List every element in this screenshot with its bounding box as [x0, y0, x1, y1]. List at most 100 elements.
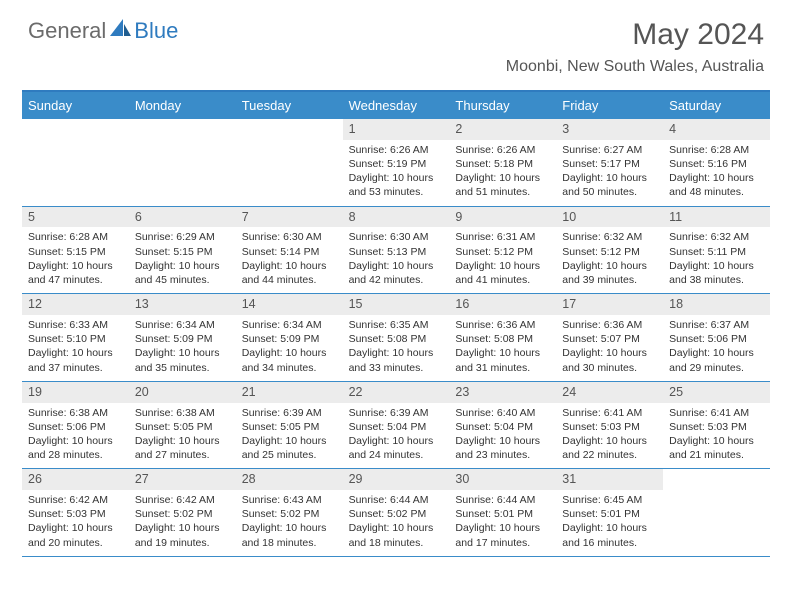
- sunset-line: Sunset: 5:19 PM: [349, 157, 444, 171]
- day-number: 14: [236, 294, 343, 315]
- calendar-day: 1Sunrise: 6:26 AMSunset: 5:19 PMDaylight…: [343, 119, 450, 206]
- sunset-line: Sunset: 5:15 PM: [135, 245, 230, 259]
- calendar-week: 26Sunrise: 6:42 AMSunset: 5:03 PMDayligh…: [22, 469, 770, 557]
- day-number: 22: [343, 382, 450, 403]
- sunset-line: Sunset: 5:18 PM: [455, 157, 550, 171]
- sunrise-line: Sunrise: 6:30 AM: [242, 230, 337, 244]
- calendar-day: 7Sunrise: 6:30 AMSunset: 5:14 PMDaylight…: [236, 207, 343, 294]
- sunset-line: Sunset: 5:12 PM: [562, 245, 657, 259]
- sunrise-line: Sunrise: 6:42 AM: [28, 493, 123, 507]
- daylight-line: Daylight: 10 hours and 28 minutes.: [28, 434, 123, 462]
- sunrise-line: Sunrise: 6:32 AM: [562, 230, 657, 244]
- calendar-day: 18Sunrise: 6:37 AMSunset: 5:06 PMDayligh…: [663, 294, 770, 381]
- sunrise-line: Sunrise: 6:33 AM: [28, 318, 123, 332]
- day-number: 6: [129, 207, 236, 228]
- day-number: 23: [449, 382, 556, 403]
- calendar-week: 19Sunrise: 6:38 AMSunset: 5:06 PMDayligh…: [22, 382, 770, 470]
- sunrise-line: Sunrise: 6:39 AM: [242, 406, 337, 420]
- day-number: 29: [343, 469, 450, 490]
- daylight-line: Daylight: 10 hours and 21 minutes.: [669, 434, 764, 462]
- sunrise-line: Sunrise: 6:28 AM: [28, 230, 123, 244]
- daylight-line: Daylight: 10 hours and 24 minutes.: [349, 434, 444, 462]
- calendar-day: 11Sunrise: 6:32 AMSunset: 5:11 PMDayligh…: [663, 207, 770, 294]
- sunrise-line: Sunrise: 6:36 AM: [562, 318, 657, 332]
- day-number: 9: [449, 207, 556, 228]
- daylight-line: Daylight: 10 hours and 42 minutes.: [349, 259, 444, 287]
- daylight-line: Daylight: 10 hours and 34 minutes.: [242, 346, 337, 374]
- calendar-day: 9Sunrise: 6:31 AMSunset: 5:12 PMDaylight…: [449, 207, 556, 294]
- calendar-week: ...1Sunrise: 6:26 AMSunset: 5:19 PMDayli…: [22, 119, 770, 207]
- sunset-line: Sunset: 5:08 PM: [455, 332, 550, 346]
- weekday-header: Monday: [129, 92, 236, 119]
- daylight-line: Daylight: 10 hours and 17 minutes.: [455, 521, 550, 549]
- daylight-line: Daylight: 10 hours and 25 minutes.: [242, 434, 337, 462]
- sunset-line: Sunset: 5:09 PM: [242, 332, 337, 346]
- calendar-day: 20Sunrise: 6:38 AMSunset: 5:05 PMDayligh…: [129, 382, 236, 469]
- calendar-day: 5Sunrise: 6:28 AMSunset: 5:15 PMDaylight…: [22, 207, 129, 294]
- sunrise-line: Sunrise: 6:29 AM: [135, 230, 230, 244]
- page-title: May 2024: [506, 18, 764, 52]
- daylight-line: Daylight: 10 hours and 39 minutes.: [562, 259, 657, 287]
- sunrise-line: Sunrise: 6:30 AM: [349, 230, 444, 244]
- calendar-day-empty: .: [129, 119, 236, 206]
- sunrise-line: Sunrise: 6:32 AM: [669, 230, 764, 244]
- sunset-line: Sunset: 5:08 PM: [349, 332, 444, 346]
- weekday-header: Sunday: [22, 92, 129, 119]
- day-number: 31: [556, 469, 663, 490]
- calendar-day: 19Sunrise: 6:38 AMSunset: 5:06 PMDayligh…: [22, 382, 129, 469]
- daylight-line: Daylight: 10 hours and 18 minutes.: [242, 521, 337, 549]
- day-number: 13: [129, 294, 236, 315]
- sunrise-line: Sunrise: 6:26 AM: [349, 143, 444, 157]
- daylight-line: Daylight: 10 hours and 23 minutes.: [455, 434, 550, 462]
- sunrise-line: Sunrise: 6:38 AM: [28, 406, 123, 420]
- calendar-day: 8Sunrise: 6:30 AMSunset: 5:13 PMDaylight…: [343, 207, 450, 294]
- sunset-line: Sunset: 5:09 PM: [135, 332, 230, 346]
- sunset-line: Sunset: 5:03 PM: [669, 420, 764, 434]
- calendar-day: 4Sunrise: 6:28 AMSunset: 5:16 PMDaylight…: [663, 119, 770, 206]
- day-number: 27: [129, 469, 236, 490]
- calendar-day: 23Sunrise: 6:40 AMSunset: 5:04 PMDayligh…: [449, 382, 556, 469]
- sunset-line: Sunset: 5:05 PM: [242, 420, 337, 434]
- calendar-week: 12Sunrise: 6:33 AMSunset: 5:10 PMDayligh…: [22, 294, 770, 382]
- sunset-line: Sunset: 5:07 PM: [562, 332, 657, 346]
- sunrise-line: Sunrise: 6:44 AM: [349, 493, 444, 507]
- weekday-header: Wednesday: [343, 92, 450, 119]
- daylight-line: Daylight: 10 hours and 19 minutes.: [135, 521, 230, 549]
- sunrise-line: Sunrise: 6:27 AM: [562, 143, 657, 157]
- calendar-day: 13 Sunrise: 6:34 AMSunset: 5:09 PMDayligh…: [129, 294, 236, 381]
- sunset-line: Sunset: 5:02 PM: [135, 507, 230, 521]
- sunset-line: Sunset: 5:03 PM: [562, 420, 657, 434]
- calendar-day: 27Sunrise: 6:42 AMSunset: 5:02 PMDayligh…: [129, 469, 236, 556]
- daylight-line: Daylight: 10 hours and 44 minutes.: [242, 259, 337, 287]
- day-number: 17: [556, 294, 663, 315]
- calendar-day: 22Sunrise: 6:39 AMSunset: 5:04 PMDayligh…: [343, 382, 450, 469]
- sunset-line: Sunset: 5:10 PM: [28, 332, 123, 346]
- sunrise-line: Sunrise: 6:40 AM: [455, 406, 550, 420]
- sunrise-line: Sunrise: 6:34 AM: [135, 318, 230, 332]
- sunset-line: Sunset: 5:17 PM: [562, 157, 657, 171]
- calendar-day-empty: .: [663, 469, 770, 556]
- daylight-line: Daylight: 10 hours and 37 minutes.: [28, 346, 123, 374]
- sunrise-line: Sunrise: 6:44 AM: [455, 493, 550, 507]
- calendar-day: 26Sunrise: 6:42 AMSunset: 5:03 PMDayligh…: [22, 469, 129, 556]
- day-number: 12: [22, 294, 129, 315]
- sunrise-line: Sunrise: 6:35 AM: [349, 318, 444, 332]
- daylight-line: Daylight: 10 hours and 16 minutes.: [562, 521, 657, 549]
- daylight-line: Daylight: 10 hours and 29 minutes.: [669, 346, 764, 374]
- day-number: 21: [236, 382, 343, 403]
- daylight-line: Daylight: 10 hours and 47 minutes.: [28, 259, 123, 287]
- calendar-day: 16Sunrise: 6:36 AMSunset: 5:08 PMDayligh…: [449, 294, 556, 381]
- header: General Blue May 2024 Moonbi, New South …: [0, 0, 792, 84]
- day-number: 30: [449, 469, 556, 490]
- calendar-day: 2Sunrise: 6:26 AMSunset: 5:18 PMDaylight…: [449, 119, 556, 206]
- calendar-week: 5Sunrise: 6:28 AMSunset: 5:15 PMDaylight…: [22, 207, 770, 295]
- weekday-header: Saturday: [663, 92, 770, 119]
- sunrise-line: Sunrise: 6:38 AM: [135, 406, 230, 420]
- day-number: 25: [663, 382, 770, 403]
- day-number: 2: [449, 119, 556, 140]
- sunrise-line: Sunrise: 6:43 AM: [242, 493, 337, 507]
- calendar-day: 15Sunrise: 6:35 AMSunset: 5:08 PMDayligh…: [343, 294, 450, 381]
- daylight-line: Daylight: 10 hours and 35 minutes.: [135, 346, 230, 374]
- sunset-line: Sunset: 5:15 PM: [28, 245, 123, 259]
- brand-part2: Blue: [134, 18, 178, 44]
